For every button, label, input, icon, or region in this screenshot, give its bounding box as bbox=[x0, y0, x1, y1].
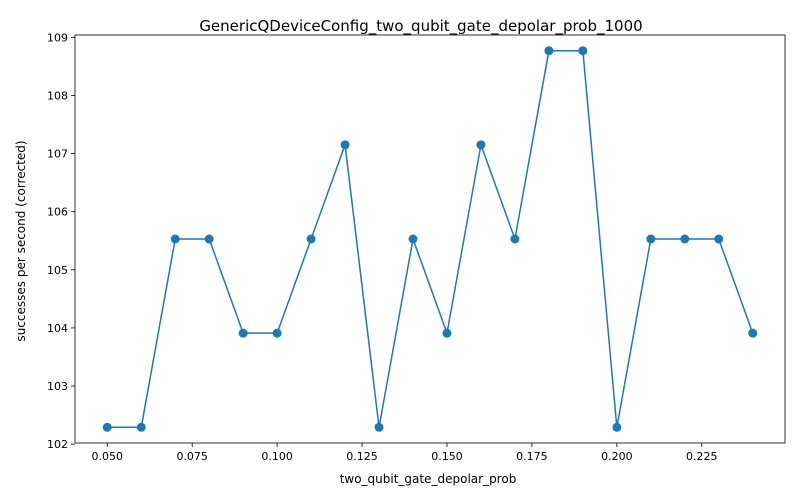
data-point bbox=[306, 234, 316, 244]
x-tick-label: 0.150 bbox=[431, 450, 463, 463]
y-axis-label: successes per second (corrected) bbox=[14, 140, 28, 341]
data-point bbox=[476, 140, 486, 150]
x-tick-label: 0.075 bbox=[176, 450, 208, 463]
data-point bbox=[442, 328, 452, 338]
x-axis-label: two_qubit_gate_depolar_prob bbox=[340, 472, 517, 486]
y-tick-label: 108 bbox=[47, 89, 68, 102]
data-point bbox=[238, 328, 248, 338]
plot-area: 0.050 0.075 0.100 0.125 0.150 0.175 0.200 0.225… bbox=[47, 31, 786, 463]
x-tick-label: 0.125 bbox=[346, 450, 378, 463]
data-point bbox=[204, 234, 214, 244]
data-point bbox=[408, 234, 418, 244]
data-point bbox=[170, 234, 180, 244]
chart-title: GenericQDeviceConfig_two_qubit_gate_depo… bbox=[199, 17, 642, 36]
x-tick-label: 0.225 bbox=[686, 450, 718, 463]
data-point bbox=[612, 422, 622, 432]
data-point bbox=[578, 46, 588, 56]
data-point bbox=[748, 328, 758, 338]
y-tick-label: 105 bbox=[47, 264, 68, 277]
data-point bbox=[136, 422, 146, 432]
plot-frame bbox=[74, 34, 786, 444]
y-tick-label: 104 bbox=[47, 322, 68, 335]
data-point bbox=[102, 422, 112, 432]
x-tick-label: 0.050 bbox=[92, 450, 124, 463]
x-tick-label: 0.200 bbox=[601, 450, 633, 463]
x-tick-label: 0.100 bbox=[261, 450, 293, 463]
y-tick-label: 106 bbox=[47, 206, 68, 219]
data-point bbox=[374, 422, 384, 432]
series-line bbox=[107, 49, 754, 429]
data-point bbox=[272, 328, 282, 338]
data-point bbox=[510, 234, 520, 244]
data-point bbox=[340, 140, 350, 150]
data-point bbox=[714, 234, 724, 244]
x-tick-label: 0.175 bbox=[516, 450, 548, 463]
data-point bbox=[544, 46, 554, 56]
y-tick-label: 109 bbox=[47, 31, 68, 44]
y-tick-label: 102 bbox=[47, 438, 68, 451]
data-point bbox=[680, 234, 690, 244]
y-tick-label: 107 bbox=[47, 148, 68, 161]
y-tick-label: 103 bbox=[47, 380, 68, 393]
data-point bbox=[646, 234, 656, 244]
